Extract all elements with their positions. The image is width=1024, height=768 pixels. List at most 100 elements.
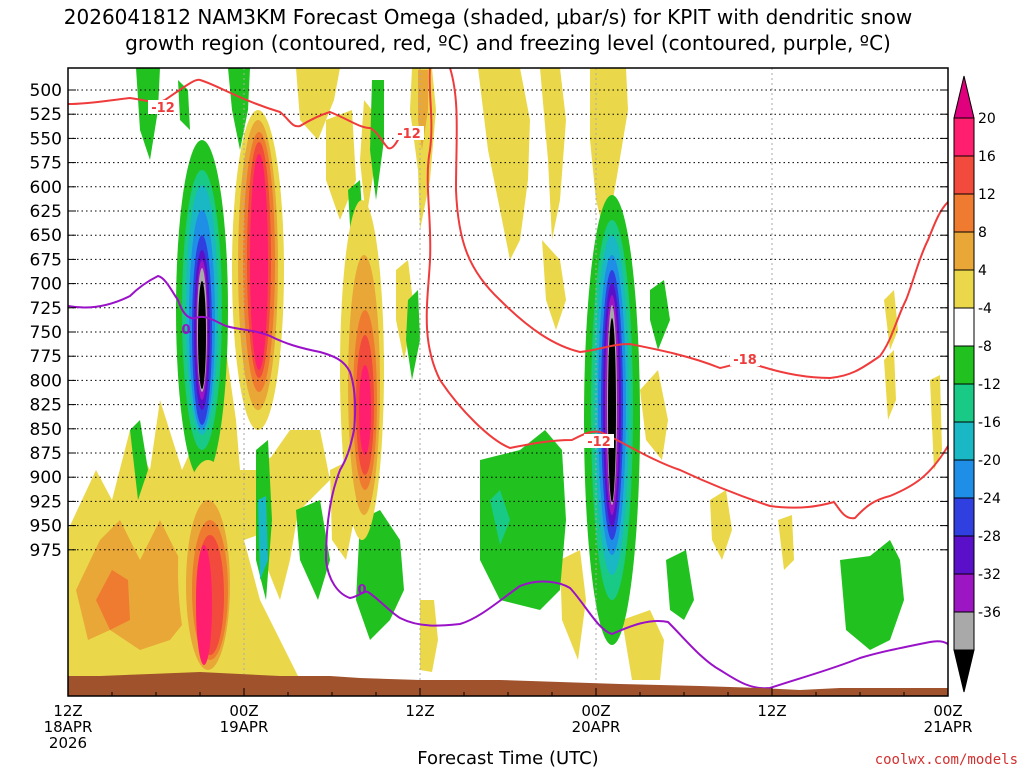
x-tick-label: 12Z — [53, 702, 82, 720]
terrain-ground — [68, 672, 948, 696]
y-tick-label: 575 — [30, 154, 62, 174]
y-tick-label: 975 — [30, 541, 62, 561]
colorbar-label: -8 — [978, 339, 992, 355]
dgz-contour-right — [449, 68, 948, 380]
dgz-label-3: -18 — [733, 353, 757, 368]
freezing-label-1: 0 — [181, 323, 190, 338]
contour-labels: -12 -12 -18 -12 0 0 — [148, 100, 760, 598]
colorbar-label: 8 — [978, 225, 987, 241]
y-tick-label: 875 — [30, 444, 62, 464]
omega-shade-teal-4 — [258, 496, 268, 580]
omega-shade-teal-31z — [490, 490, 510, 545]
colorbar-swatch — [953, 117, 975, 157]
y-tick-label: 750 — [30, 323, 62, 343]
x-tick-label: 21APR — [924, 718, 973, 736]
omega-shade-lower-orange-2 — [96, 570, 130, 630]
freezing-label-2: 0 — [357, 583, 366, 598]
colorbar-label: -16 — [978, 415, 1001, 431]
colorbar-label: -28 — [978, 529, 1001, 545]
colorbar-swatch — [953, 231, 975, 271]
colorbar-swatch — [953, 345, 975, 385]
y-tick-label: 725 — [30, 299, 62, 319]
y-tick-label: 675 — [30, 250, 62, 270]
omega-shade-lower-yellow-5 — [560, 550, 586, 660]
omega-shade-upper-yellow-9 — [396, 260, 414, 360]
omega-shade-lower-yellow-10 — [884, 290, 898, 350]
x-tick-label: 12Z — [405, 702, 434, 720]
y-tick-label: 900 — [30, 468, 62, 488]
omega-shade-lower-yellow-8 — [710, 490, 732, 560]
omega-shade-green-2 — [356, 510, 404, 640]
dgz-label-1: -12 — [151, 101, 175, 116]
y-tick-label: 600 — [30, 178, 62, 198]
y-tick-label: 775 — [30, 347, 62, 367]
omega-descent2-pink — [196, 545, 212, 665]
x-tick-label: 20APR — [572, 718, 621, 736]
freezing-level-contours — [68, 274, 948, 690]
x-tick-label: 2026 — [49, 734, 87, 752]
omega-descent3-pink — [359, 365, 371, 455]
dgz-label-1-bg — [148, 100, 178, 114]
omega-shade-upper-yellow-1 — [410, 68, 436, 230]
omega-core2-black — [608, 318, 616, 502]
x-tick-label: 00Z — [581, 702, 610, 720]
y-tick-label: 850 — [30, 420, 62, 440]
chart-title-line1: 2026041812 NAM3KM Forecast Omega (shaded… — [64, 5, 912, 29]
y-tick-label: 650 — [30, 226, 62, 246]
omega-shade-lower-yellow-7 — [640, 370, 668, 460]
omega-descent1-pink — [250, 154, 268, 370]
omega-shade-green-7 — [650, 280, 670, 350]
y-axis: 500 525 550 575 600 625 650 675 700 725 750 775 800 8… — [30, 81, 948, 561]
colorbar-label: -12 — [978, 377, 1001, 393]
colorbar-swatch — [953, 421, 975, 461]
omega-shade-lower-yellow-6 — [622, 610, 664, 680]
omega-shade-green-5 — [666, 550, 694, 620]
x-tick-label: 00Z — [229, 702, 258, 720]
omega-shade-lower-yellow-11 — [884, 350, 896, 420]
freezing-contour-upper — [68, 274, 948, 690]
omega-shade-lower-yellow-4 — [420, 600, 438, 672]
x-axis-title: Forecast Time (UTC) — [417, 748, 598, 768]
colorbar-label: -24 — [978, 491, 1001, 507]
y-tick-label: 800 — [30, 371, 62, 391]
y-tick-label: 700 — [30, 275, 62, 295]
omega-shade-upper-green-3 — [370, 80, 384, 200]
colorbar-label: 4 — [978, 263, 987, 279]
colorbar-label: 20 — [978, 111, 996, 127]
chart-title-line2: growth region (contoured, red, ºC) and f… — [125, 31, 891, 55]
colorbar-swatch — [953, 573, 975, 613]
omega-shade-upper-yellow-3 — [540, 68, 566, 240]
colorbar-label: 12 — [978, 187, 996, 203]
colorbar-label: 16 — [978, 149, 996, 165]
colorbar-top-arrow — [953, 75, 975, 119]
omega-shade-upper-green-6 — [178, 80, 190, 130]
credit-text: coolwx.com/models — [875, 752, 1018, 768]
y-tick-label: 825 — [30, 396, 62, 416]
y-tick-label: 500 — [30, 81, 62, 101]
dgz-label-4: -12 — [587, 435, 611, 450]
colorbar-label: -32 — [978, 567, 1001, 583]
x-tick-label: 12Z — [757, 702, 786, 720]
y-tick-label: 550 — [30, 129, 62, 149]
colorbar-swatch — [953, 383, 975, 423]
omega-shade-lower-left-orange — [76, 520, 186, 650]
colorbar-label: -36 — [978, 605, 1001, 621]
colorbar-label: -20 — [978, 453, 1001, 469]
dgz-label-4-bg — [584, 434, 614, 448]
omega-shade-lower-yellow-12 — [930, 375, 942, 470]
omega-shade-lower-yellow-9 — [778, 515, 794, 570]
dgz-label-2: -12 — [397, 127, 421, 142]
y-tick-label: 625 — [30, 202, 62, 222]
omega-shade-green-6 — [840, 540, 904, 650]
colorbar-swatch — [953, 307, 975, 347]
dgz-label-2-bg — [394, 126, 424, 140]
dgz-label-3-bg — [730, 352, 760, 366]
omega-shade-upper-yellow-4 — [590, 68, 628, 240]
colorbar-swatch — [953, 155, 975, 195]
x-tick-label: 18APR — [44, 718, 93, 736]
omega-core1-black — [198, 281, 206, 389]
y-tick-label: 950 — [30, 517, 62, 537]
omega-shade-lower-yellow-2 — [262, 450, 300, 600]
